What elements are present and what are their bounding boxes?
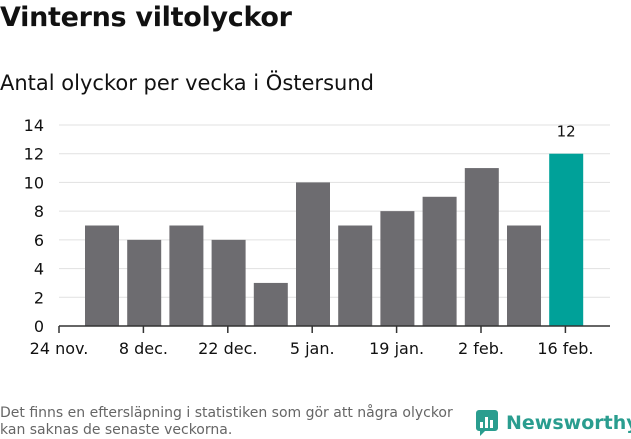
y-tick-label: 10 [24,173,44,192]
x-tick-label: 16 feb. [537,339,593,358]
bar-highlight [549,153,584,326]
y-tick-label: 12 [24,145,44,164]
newsworthy-logo-icon [476,410,498,436]
x-tick-label: 19 jan. [369,339,424,358]
bar [338,225,373,326]
y-tick-label: 0 [34,317,44,336]
bar [464,168,499,326]
bar [85,225,119,326]
x-tick-label: 22 dec. [198,339,257,358]
brand-name: Newsworthy [506,412,631,434]
chart-subtitle: Antal olyckor per vecka i Östersund [0,71,374,95]
x-tick-label: 8 dec. [119,339,168,358]
x-tick-label: 24 nov. [30,339,89,358]
bar [127,239,162,326]
bar-chart: 0 2 4 6 8 10 12 14 12 24 nov. 8 dec. 22 dec. 5 jan. 1… [24,116,610,358]
bar [169,225,204,326]
bar [211,239,246,326]
bar [296,182,330,326]
x-tick-label: 5 jan. [290,339,335,358]
bar [380,211,415,326]
bar [507,225,541,326]
x-tick-label: 2 feb. [458,339,504,358]
y-tick-label: 4 [34,260,44,279]
y-tick-label: 6 [34,231,44,250]
y-tick-label: 2 [34,288,44,307]
footnote: Det finns en eftersläpning i statistiken… [0,405,453,438]
bar [422,196,457,326]
y-tick-label: 8 [34,202,44,221]
bar [253,282,288,326]
brand: Newsworthy [476,408,631,438]
data-label: 12 [557,123,576,141]
y-tick-label: 14 [24,116,44,135]
chart-title: Vinterns viltolyckor [0,2,292,33]
